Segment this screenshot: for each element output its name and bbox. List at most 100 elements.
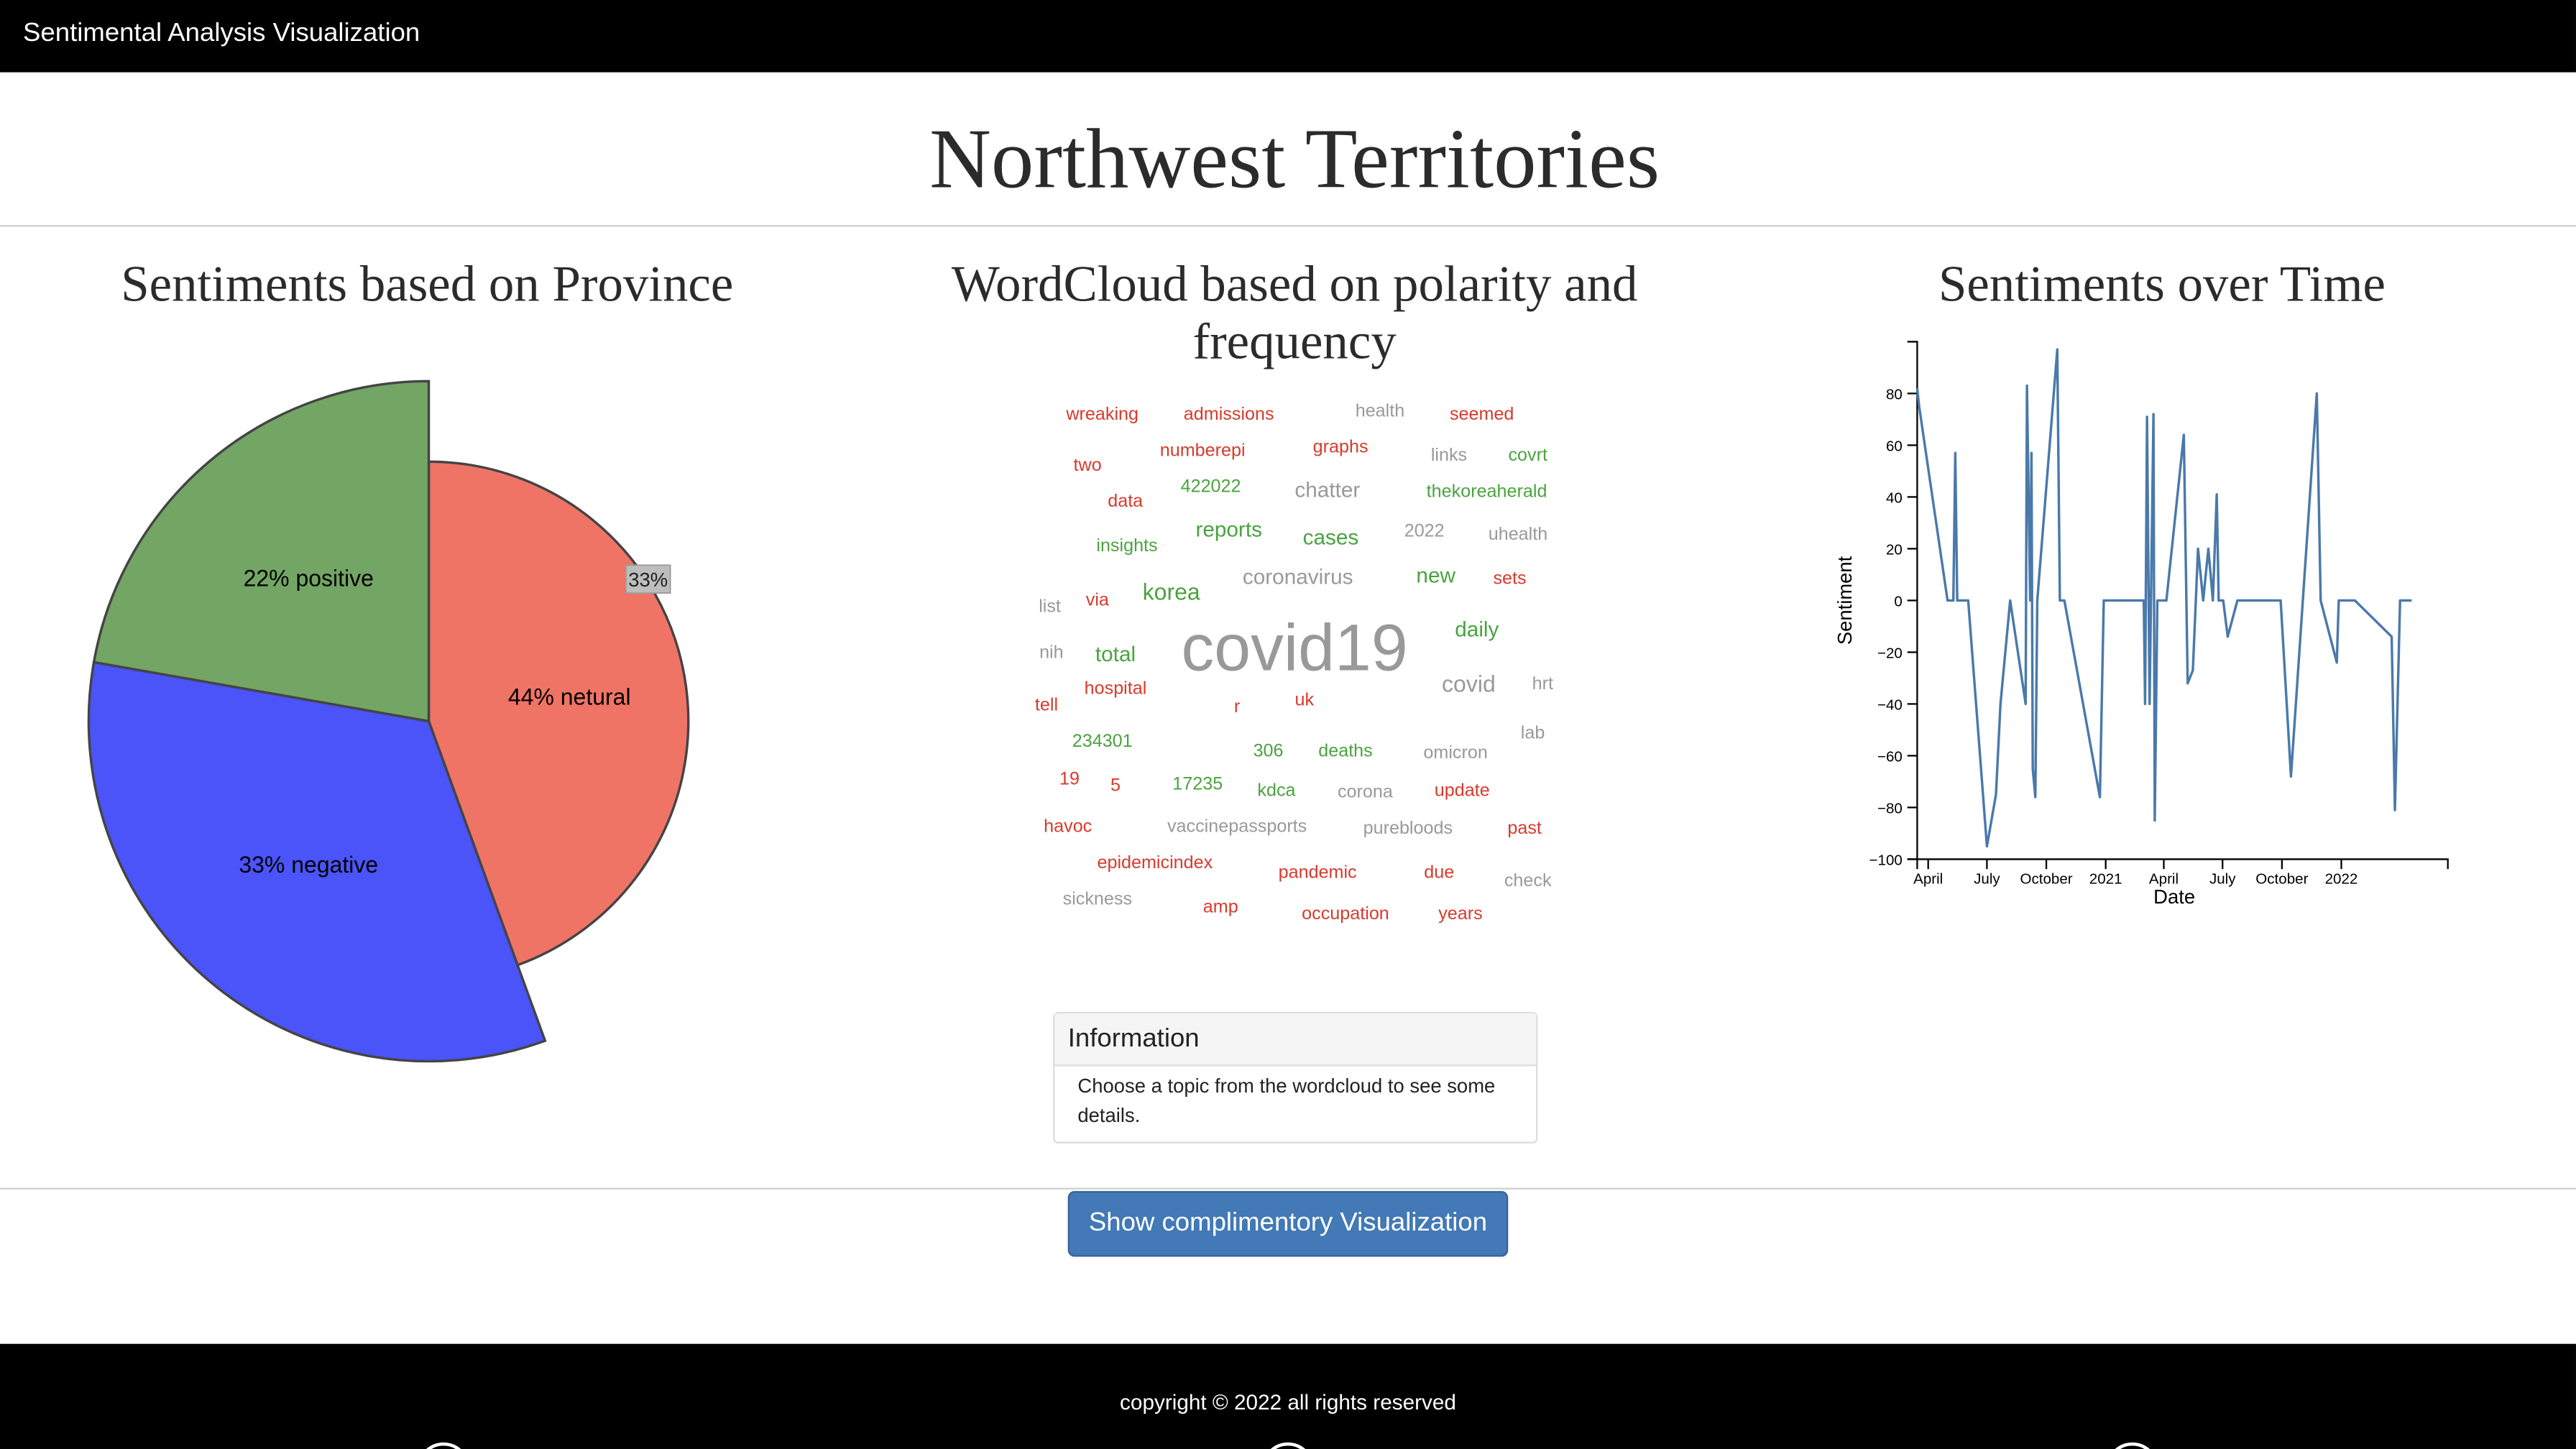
wordcloud-word[interactable]: 2022 <box>1404 521 1445 542</box>
wordcloud-word[interactable]: 5 <box>1110 776 1121 796</box>
wordcloud-word[interactable]: cases <box>1302 525 1359 550</box>
social-icon[interactable] <box>417 1442 470 1449</box>
wordcloud-word[interactable]: years <box>1438 904 1483 924</box>
wordcloud-word[interactable]: korea <box>1142 578 1200 605</box>
wordcloud-word[interactable]: total <box>1095 641 1136 666</box>
bottom-divider <box>0 1187 2576 1190</box>
x-tick-label: 2021 <box>2089 871 2122 888</box>
social-icon[interactable] <box>1261 1442 1315 1449</box>
x-tick-label: July <box>2209 871 2236 888</box>
info-panel: Information Choose a topic from the word… <box>1053 1011 1538 1144</box>
wordcloud-word[interactable]: epidemicindex <box>1097 853 1213 873</box>
x-tick-label: October <box>2020 871 2072 888</box>
y-tick-label: −80 <box>1877 800 1903 816</box>
wordcloud-word[interactable]: lab <box>1520 723 1545 744</box>
wordcloud-word[interactable]: tell <box>1034 695 1059 716</box>
wordcloud-word[interactable]: 422022 <box>1180 477 1241 497</box>
y-tick-label: 40 <box>1886 489 1903 506</box>
wordcloud-word[interactable]: graphs <box>1312 438 1368 458</box>
wordcloud-word[interactable]: seemed <box>1449 405 1514 425</box>
wordcloud-word[interactable]: kdca <box>1257 781 1296 801</box>
info-panel-body: Choose a topic from the wordcloud to see… <box>1077 1074 1496 1127</box>
wordcloud-section-title: WordCloud based on polarity and frequenc… <box>887 254 1702 369</box>
wordcloud-word[interactable]: deaths <box>1318 741 1373 762</box>
wordcloud-word[interactable]: due <box>1424 863 1455 883</box>
wordcloud-word[interactable]: havoc <box>1044 817 1092 837</box>
wordcloud-word[interactable]: daily <box>1455 617 1499 642</box>
wordcloud-word[interactable]: sickness <box>1062 889 1133 910</box>
y-tick-label: 20 <box>1886 541 1903 558</box>
wordcloud-word[interactable]: wreaking <box>1066 405 1139 425</box>
pie-tooltip-text: 33% <box>628 569 668 591</box>
wordcloud-word[interactable]: purebloods <box>1363 819 1453 839</box>
wordcloud-word[interactable]: new <box>1416 562 1455 588</box>
wordcloud-word[interactable]: links <box>1430 446 1468 466</box>
wordcloud-word[interactable]: corona <box>1337 783 1393 803</box>
wordcloud-word[interactable]: update <box>1434 781 1490 801</box>
info-panel-heading: Information <box>1054 1013 1537 1067</box>
wordcloud-word[interactable]: past <box>1507 819 1542 839</box>
x-axis-label: Date <box>2153 886 2195 908</box>
wordcloud-word[interactable]: health <box>1355 401 1405 422</box>
wordcloud-word[interactable]: hospital <box>1084 679 1147 699</box>
wordcloud-word[interactable]: coronavirus <box>1242 564 1353 589</box>
y-tick-label: 0 <box>1894 593 1902 610</box>
pie-slice-negative[interactable] <box>87 661 547 1063</box>
wordcloud-word[interactable]: occupation <box>1302 904 1389 924</box>
province-sentiment-pie-chart: 44% netural 33% negative 22% positive 33% <box>87 380 690 1063</box>
sentiment-over-time-line-chart: −100 −80 −60 −40 −20 0 20 40 60 80 April July Octobe… <box>1834 341 2449 908</box>
pie-slice-label: 22% positive <box>244 566 374 592</box>
pie-section-title: Sentiments based on Province <box>121 254 734 313</box>
wordcloud-word[interactable]: 17235 <box>1172 774 1223 795</box>
y-tick-label: −40 <box>1877 696 1903 713</box>
wordcloud-word[interactable]: reports <box>1195 516 1262 542</box>
wordcloud-word[interactable]: nih <box>1039 643 1064 663</box>
wordcloud-word[interactable]: 19 <box>1059 769 1080 790</box>
line-section-title: Sentiments over Time <box>1938 254 2386 313</box>
x-tick-label: April <box>2149 871 2179 888</box>
social-icon[interactable] <box>2106 1442 2159 1449</box>
show-complimentary-visualization-button[interactable]: Show complimentory Visualization <box>1067 1191 1509 1257</box>
wordcloud-word[interactable]: covrt <box>1508 446 1547 466</box>
wordcloud-word[interactable]: covid <box>1442 670 1496 697</box>
wordcloud-word[interactable]: uk <box>1294 691 1315 711</box>
x-tick-label: April <box>1913 871 1943 888</box>
wordcloud-word[interactable]: vaccinepassports <box>1167 817 1307 837</box>
x-tick-label: October <box>2255 871 2308 888</box>
pie-slice-neutral[interactable] <box>427 460 690 967</box>
wordcloud-word[interactable]: via <box>1085 590 1109 611</box>
wordcloud-word[interactable]: chatter <box>1294 477 1361 502</box>
sentiment-series-line[interactable] <box>1915 348 2412 848</box>
wordcloud-word[interactable]: admissions <box>1183 405 1274 425</box>
pie-slice-label: 44% netural <box>508 684 631 709</box>
wordcloud-word[interactable]: pandemic <box>1278 863 1357 883</box>
pie-slice-label: 33% negative <box>239 852 378 878</box>
wordcloud-word[interactable]: hrt <box>1532 674 1553 694</box>
wordcloud-title-line2: frequency <box>1192 312 1397 370</box>
wordcloud-word[interactable]: insights <box>1096 536 1158 556</box>
wordcloud-word[interactable]: numberepi <box>1159 441 1246 461</box>
wordcloud-word[interactable]: 306 <box>1253 741 1284 762</box>
navbar: Sentimental Analysis Visualization <box>0 0 2576 73</box>
brand-title[interactable]: Sentimental Analysis Visualization <box>22 19 420 48</box>
wordcloud-word[interactable]: amp <box>1202 898 1238 918</box>
y-axis-label: Sentiment <box>1834 556 1856 645</box>
wordcloud-word[interactable]: list <box>1039 597 1061 617</box>
pie-slice-positive[interactable] <box>92 380 431 723</box>
wordcloud-title-line1: WordCloud based on polarity and <box>951 254 1638 313</box>
wordcloud-word[interactable]: thekoreaherald <box>1426 482 1547 502</box>
wordcloud-word[interactable]: omicron <box>1423 743 1488 763</box>
wordcloud-word[interactable]: data <box>1108 492 1144 512</box>
y-tick-label: −20 <box>1877 645 1903 661</box>
footer: copyright © 2022 all rights reserved <box>0 1343 2576 1449</box>
wordcloud-word[interactable]: uhealth <box>1488 525 1548 545</box>
wordcloud-word[interactable]: 234301 <box>1072 732 1133 752</box>
copyright-text: copyright © 2022 all rights reserved <box>1120 1389 1456 1414</box>
wordcloud-word[interactable]: r <box>1233 697 1241 717</box>
wordcloud-word[interactable]: sets <box>1493 569 1527 589</box>
wordcloud-word[interactable]: check <box>1504 871 1552 891</box>
wordcloud-word[interactable]: covid19 <box>1181 612 1408 686</box>
wordcloud: wreaking admissions health seemed two numbere… <box>1018 386 1577 953</box>
y-tick-label: 80 <box>1886 386 1903 402</box>
wordcloud-word[interactable]: two <box>1073 456 1102 476</box>
